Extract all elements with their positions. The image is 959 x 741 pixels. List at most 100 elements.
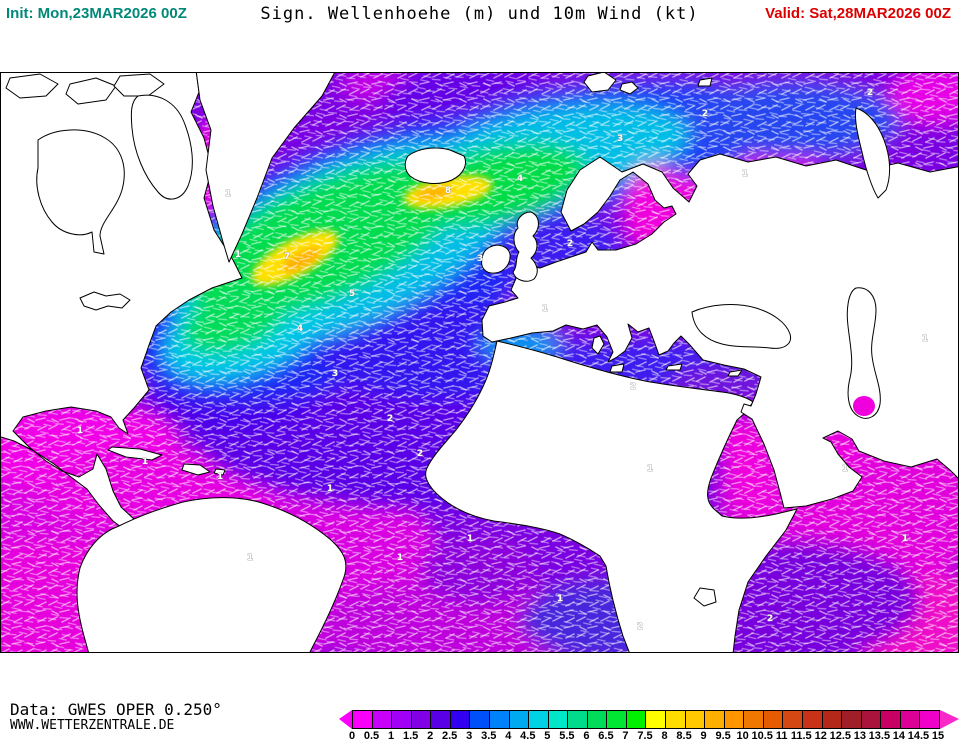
- init-time-label: Init: Mon,23MAR2026 00Z: [6, 5, 187, 22]
- land-sicily: [609, 363, 625, 373]
- legend-tick-label: 12: [814, 730, 827, 741]
- legend-tick-label: 10: [736, 730, 749, 741]
- wave-height-label: 1: [902, 534, 908, 544]
- wave-height-label: 2: [867, 88, 873, 98]
- legend-tick-label: 6.5: [598, 730, 614, 741]
- wave-height-label: 1: [217, 472, 223, 482]
- legend-segment: [353, 711, 373, 728]
- black-sea: [691, 304, 792, 349]
- valid-time-label: Valid: Sat,28MAR2026 00Z: [765, 5, 951, 22]
- legend-tick-label: 8: [661, 730, 668, 741]
- land-hispaniola: [181, 463, 211, 476]
- wave-height-label: 2: [767, 614, 773, 624]
- wave-height-label: 1: [397, 553, 403, 563]
- wave-height-label: 2: [567, 239, 573, 249]
- legend-tick-label: 4.5: [520, 730, 536, 741]
- legend-segment: [607, 711, 627, 728]
- wave-height-label: 1: [247, 553, 253, 563]
- legend-tick-label: 7.5: [637, 730, 653, 741]
- wave-height-label: 3: [617, 134, 623, 144]
- legend-segment: [411, 711, 432, 728]
- page-title: Sign. Wellenhoehe (m) und 10m Wind (kt): [260, 4, 699, 24]
- legend-tick-label: 6: [583, 730, 590, 741]
- wave-height-label: 1: [142, 457, 148, 467]
- legend-segment: [626, 711, 647, 728]
- legend-color-bar: [352, 710, 940, 729]
- wave-height-label: 2: [387, 414, 393, 424]
- legend-tick-label: 11.5: [790, 730, 812, 741]
- legend-arrow-right-icon: [940, 710, 959, 729]
- legend-segment: [685, 711, 706, 728]
- legend-tick-label: 0: [348, 730, 356, 741]
- caspian-south-waves: [853, 396, 875, 416]
- legend-segment: [587, 711, 608, 728]
- legend-arrow-left-icon: [339, 710, 352, 729]
- land-south-america: [76, 497, 347, 653]
- legend-segment: [646, 711, 666, 728]
- legend-segment: [431, 711, 451, 728]
- land-ireland: [481, 244, 511, 274]
- legend-segment: [568, 711, 588, 728]
- legend-segment: [724, 711, 745, 728]
- legend-tick-label: 15: [931, 730, 945, 741]
- land-crete: [665, 363, 683, 371]
- legend-segment: [548, 711, 569, 728]
- legend-tick-labels: 0 0.5 1 1.5 2 2.5 3 3.5 4 4.5 5 5.5 6 6.5 7 7.5 8 8.5 9 9.5…: [348, 730, 944, 741]
- land-svalbard: [583, 72, 617, 93]
- legend-segment: [372, 711, 393, 728]
- wave-height-label: 1: [225, 189, 231, 199]
- legend-tick-label: 2: [427, 730, 434, 741]
- land-great-britain: [512, 211, 539, 282]
- legend-tick-label: 1.5: [402, 730, 419, 741]
- wave-height-label: 1: [922, 334, 928, 344]
- legend-tick-label: 11: [775, 730, 788, 741]
- color-scale-legend: 0 0.5 1 1.5 2 2.5 3 3.5 4 4.5 5 5.5 6 6.5 7 7.5 8 8.5 9 9.5…: [339, 710, 959, 741]
- wave-height-labels: 1 1 7 8 5 4 3 2 3 4 3 2 1 2 1 2 1 1 1 1 2 1 1 1 2 1 1 1 2 2 1 1: [77, 88, 929, 633]
- legend-tick-label: 10.5: [751, 730, 773, 741]
- land-svalbard: [619, 81, 639, 95]
- legend-tick-label: 5: [544, 730, 551, 741]
- wave-height-label: 7: [284, 252, 290, 262]
- land-cuba: [107, 446, 163, 461]
- land-franz-josef: [697, 77, 713, 87]
- legend-tick-label: 2.5: [442, 730, 458, 741]
- land-arctic-islands: [65, 77, 117, 105]
- legend-tick-label: 9.5: [715, 730, 731, 741]
- great-lakes: [79, 291, 131, 311]
- legend-tick-label: 14: [892, 730, 906, 741]
- legend-segment: [763, 711, 784, 728]
- wave-height-label: 3: [332, 369, 338, 379]
- legend-segment: [783, 711, 803, 728]
- legend-tick-label: 14.5: [907, 730, 930, 741]
- footer: Data: GWES OPER 0.250° WWW.WETTERZENTRAL…: [10, 700, 222, 734]
- website-label: WWW.WETTERZENTRALE.DE: [10, 718, 175, 734]
- legend-segment: [470, 711, 490, 728]
- legend-tick-label: 3.5: [481, 730, 497, 741]
- land-iceland: [404, 147, 466, 184]
- wave-height-label: 1: [77, 426, 83, 436]
- wave-height-label: 2: [702, 109, 708, 119]
- land-novaya-zemlya: [855, 107, 891, 199]
- legend-segment: [489, 711, 510, 728]
- legend-tick-label: 3: [466, 730, 473, 741]
- legend-segment: [705, 711, 725, 728]
- caspian-sea: [846, 287, 881, 419]
- legend-tick-label: 7: [622, 730, 629, 741]
- wave-height-label: 1: [235, 250, 241, 260]
- legend-tick-label: 8.5: [676, 730, 692, 741]
- wave-height-label: 1: [647, 464, 653, 474]
- legend-tick-label: 5.5: [559, 730, 575, 741]
- legend-segment: [822, 711, 843, 728]
- land-africa: [425, 340, 798, 653]
- legend-segment: [509, 711, 530, 728]
- wave-height-label: 1: [557, 594, 563, 604]
- legend-tick-label: 0.5: [363, 730, 380, 741]
- wave-height-label: 4: [517, 174, 523, 184]
- wave-height-label: 3: [477, 254, 483, 264]
- wave-height-label: 2: [417, 449, 423, 459]
- legend-tick-label: 12.5: [829, 730, 852, 741]
- wave-height-label: 1: [542, 304, 548, 314]
- legend-tick-label: 13: [853, 730, 866, 741]
